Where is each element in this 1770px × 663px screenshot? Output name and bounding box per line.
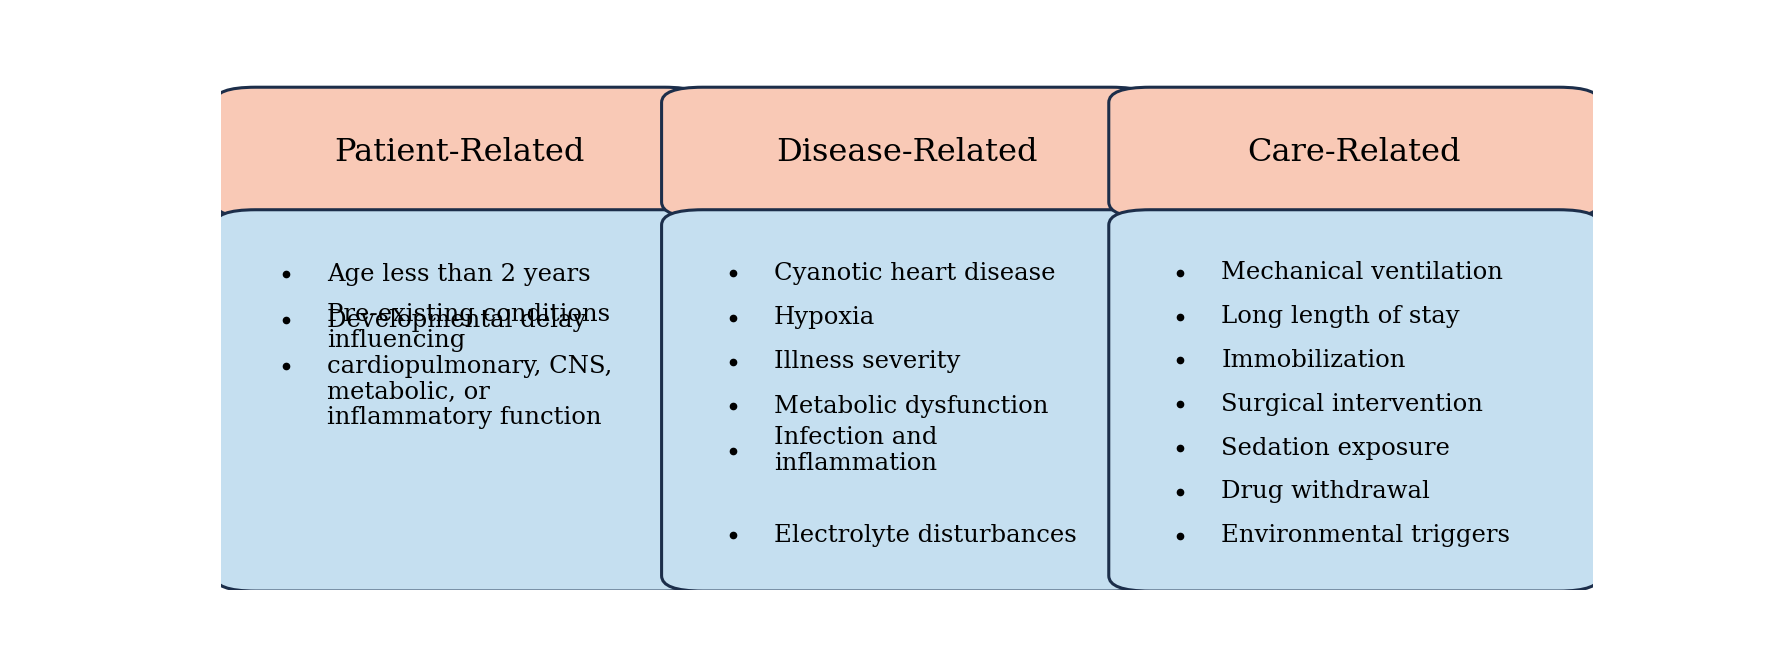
FancyBboxPatch shape [1108, 210, 1600, 591]
Text: Drug withdrawal: Drug withdrawal [1221, 480, 1430, 503]
Text: Infection and
inflammation: Infection and inflammation [773, 426, 938, 475]
Text: Long length of stay: Long length of stay [1221, 305, 1460, 328]
Text: Patient-Related: Patient-Related [335, 137, 586, 168]
Text: Metabolic dysfunction: Metabolic dysfunction [773, 394, 1048, 418]
Text: Age less than 2 years: Age less than 2 years [327, 263, 591, 286]
Text: Care-Related: Care-Related [1248, 137, 1460, 168]
Text: Disease-Related: Disease-Related [777, 137, 1037, 168]
FancyBboxPatch shape [1108, 88, 1600, 217]
Text: Electrolyte disturbances: Electrolyte disturbances [773, 524, 1076, 547]
Text: Mechanical ventilation: Mechanical ventilation [1221, 261, 1503, 284]
Text: Developmental delay: Developmental delay [327, 309, 586, 332]
Text: Environmental triggers: Environmental triggers [1221, 524, 1510, 547]
Text: Surgical intervention: Surgical intervention [1221, 392, 1483, 416]
Text: Sedation exposure: Sedation exposure [1221, 436, 1450, 459]
Text: Immobilization: Immobilization [1221, 349, 1405, 372]
Text: Illness severity: Illness severity [773, 351, 961, 373]
Text: Hypoxia: Hypoxia [773, 306, 876, 329]
Text: Pre-existing conditions
influencing
cardiopulmonary, CNS,
metabolic, or
inflamma: Pre-existing conditions influencing card… [327, 304, 612, 429]
FancyBboxPatch shape [214, 210, 706, 591]
FancyBboxPatch shape [662, 88, 1152, 217]
Text: Cyanotic heart disease: Cyanotic heart disease [773, 262, 1055, 285]
FancyBboxPatch shape [662, 210, 1152, 591]
FancyBboxPatch shape [214, 88, 706, 217]
